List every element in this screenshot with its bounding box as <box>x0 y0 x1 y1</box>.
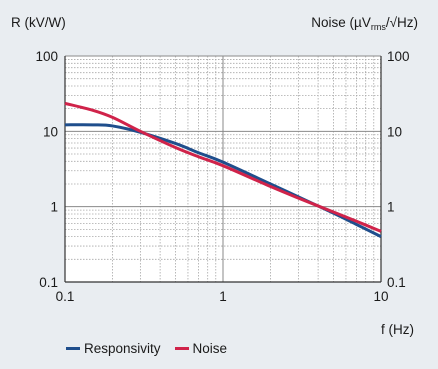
y-axis-right-label-base: Noise (µV <box>311 15 371 30</box>
y-axis-right-label-tail: /√Hz) <box>385 15 418 30</box>
y-tick-label-right: 10 <box>387 124 402 139</box>
y-tick-label-right: 0.1 <box>387 275 406 290</box>
legend: Responsivity Noise <box>66 341 241 356</box>
y-tick-label-left: 100 <box>35 49 58 64</box>
y-axis-right-label-subscript: rms <box>370 22 386 32</box>
x-axis-label: f (Hz) <box>381 322 414 337</box>
y-tick-label-left: 0.1 <box>39 275 58 290</box>
grid-layer <box>64 55 382 283</box>
y-tick-label-left: 1 <box>50 200 58 215</box>
y-tick-label-left: 10 <box>43 124 58 139</box>
legend-item-noise: Noise <box>174 341 228 356</box>
series-layer <box>64 101 382 238</box>
y-axis-right-label: Noise (µVrms/√Hz) <box>311 15 418 32</box>
legend-swatch-noise <box>174 347 189 350</box>
legend-label-responsivity: Responsivity <box>84 341 161 356</box>
legend-swatch-responsivity <box>66 347 80 350</box>
x-tick-label: 1 <box>219 289 227 304</box>
x-tick-label: 10 <box>373 289 388 304</box>
y-tick-label-right: 100 <box>387 49 410 64</box>
y-axis-left-label: R (kV/W) <box>11 15 66 30</box>
legend-item-responsivity: Responsivity <box>66 341 161 356</box>
series-line-noise <box>64 101 382 233</box>
x-tick-label: 0.1 <box>56 289 75 304</box>
y-tick-label-right: 1 <box>387 200 395 215</box>
legend-label-noise: Noise <box>192 341 228 356</box>
